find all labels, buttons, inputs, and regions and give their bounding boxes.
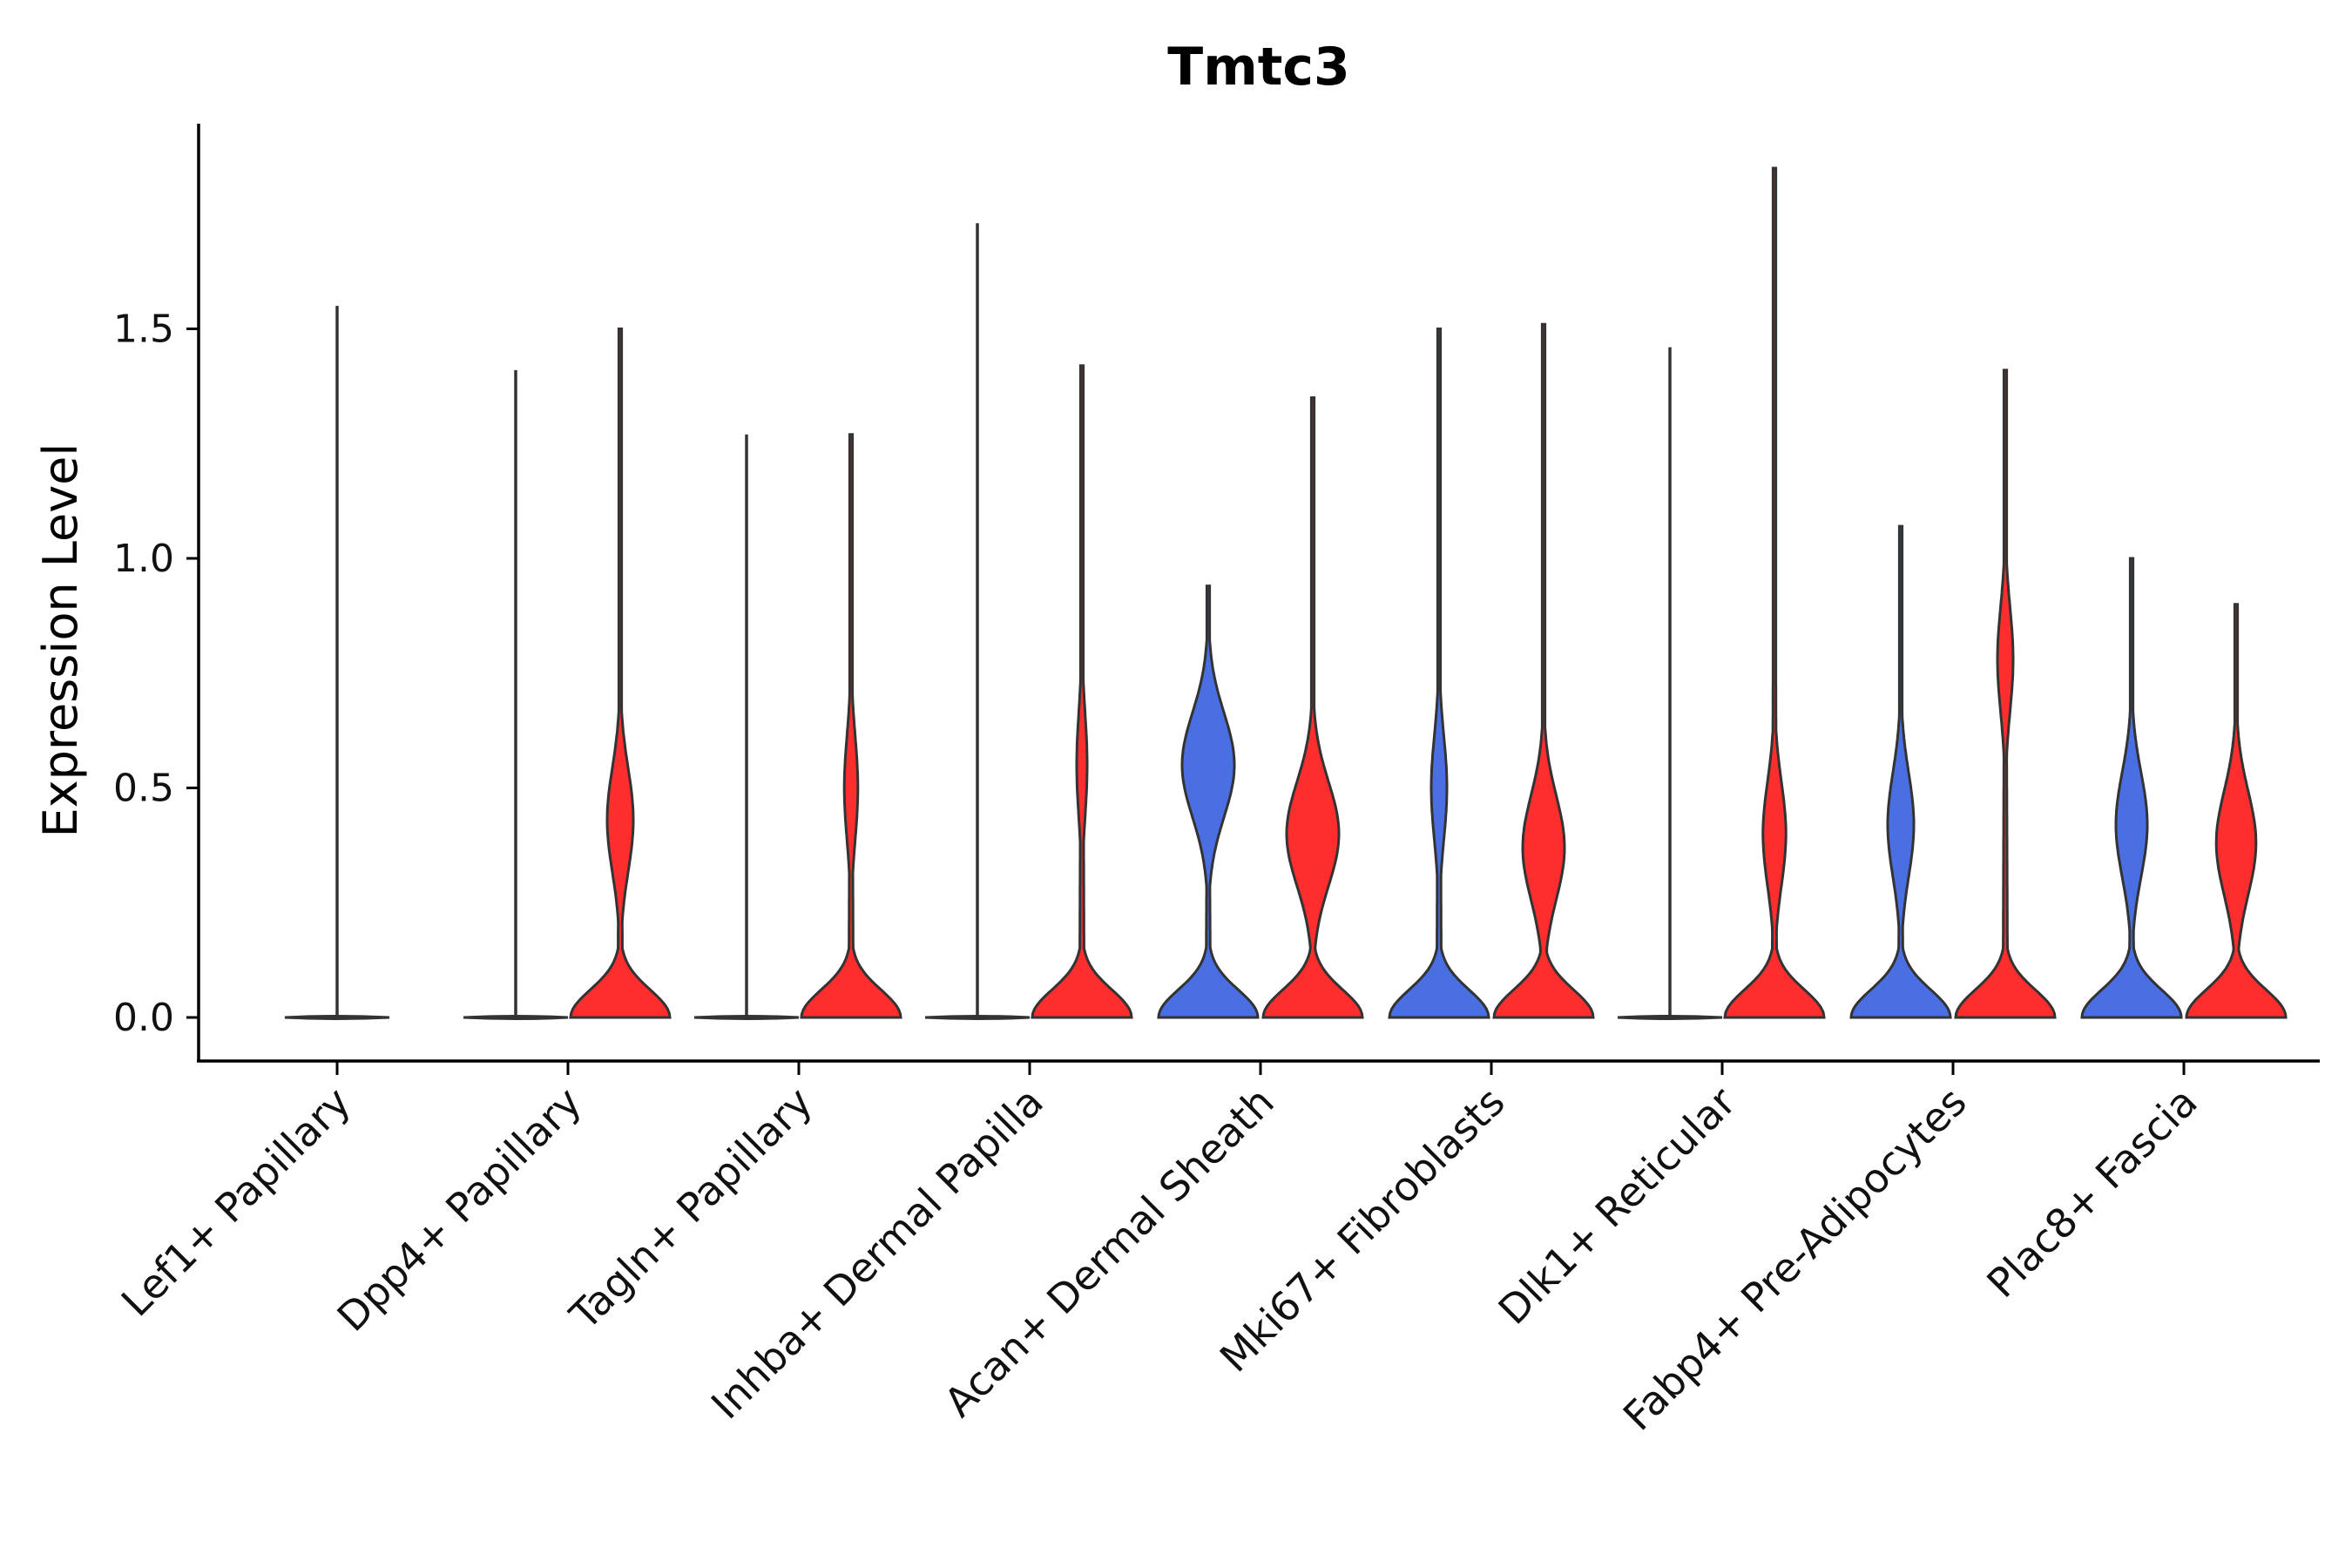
violin-blue [2080,557,2183,1019]
violin-red [1723,166,1826,1019]
y-tick-label: 1.0 [113,537,174,581]
y-axis-label: Expression Level [33,443,88,838]
y-tick-label: 0.0 [113,996,174,1040]
violin-red [800,433,902,1019]
violin-blue [1849,524,1952,1019]
y-axis-ticks: 0.0 0.5 1.0 1.5 [113,308,199,1040]
violin-series [284,166,2288,1020]
x-tick-label: Dlk1+ Reticular [1490,1078,1745,1334]
x-tick-label: Lef1+ Papillary [112,1078,360,1326]
chart-title: Tmtc3 [1167,37,1349,98]
axes [197,124,2320,1063]
x-tick-label: Plac8+ Fascia [1977,1078,2206,1307]
violin-red [1031,364,1133,1019]
violin-red [2185,603,2288,1019]
x-tick-label: Dpp4+ Papillary [328,1078,591,1341]
violin-red [1261,396,1364,1019]
x-tick-label: Tagln+ Papillary [560,1078,821,1340]
violin-red [569,328,672,1019]
violin-blue [1157,585,1260,1019]
y-tick-label: 0.5 [113,767,174,811]
violin-red [1492,322,1595,1019]
violin-blue [1388,328,1490,1019]
y-tick-label: 1.5 [113,308,174,352]
violin-red [1954,368,2057,1019]
